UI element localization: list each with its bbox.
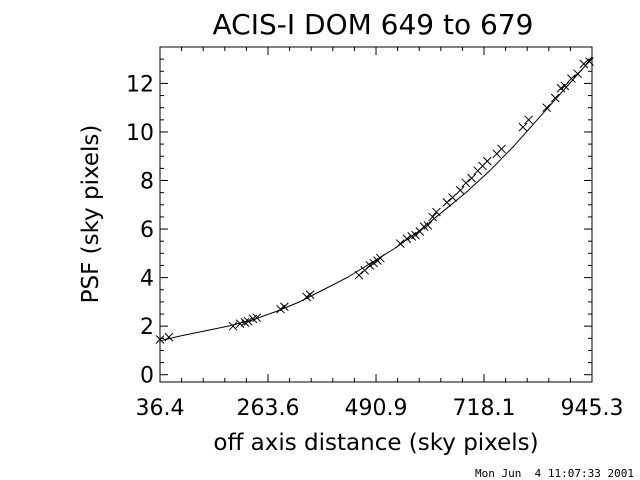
y-axis-title: PSF (sky pixels) xyxy=(78,125,104,304)
y-tick-label: 0 xyxy=(140,364,154,389)
data-point xyxy=(240,318,250,327)
data-point xyxy=(542,103,552,113)
data-point xyxy=(467,173,476,183)
x-tick-label: 718.1 xyxy=(453,396,516,421)
data-point xyxy=(155,335,165,344)
data-point xyxy=(428,212,437,222)
data-point xyxy=(164,332,174,342)
data-point xyxy=(279,302,289,312)
data-point xyxy=(442,198,452,207)
x-axis-title: off axis distance (sky pixels) xyxy=(213,430,538,456)
data-point xyxy=(573,69,582,79)
y-tick-label: 4 xyxy=(140,267,154,292)
plot-frame xyxy=(159,46,593,383)
data-points-layer xyxy=(155,57,594,344)
data-point xyxy=(375,253,385,263)
data-point xyxy=(305,290,315,299)
y-axis: 0 2 4 6 8 10 12 xyxy=(126,46,592,389)
data-point xyxy=(560,81,570,91)
data-point xyxy=(365,261,375,270)
data-point xyxy=(461,178,471,188)
data-point xyxy=(228,321,238,331)
y-tick-label: 12 xyxy=(126,72,154,97)
data-point xyxy=(395,239,405,248)
y-tick-label: 6 xyxy=(140,218,154,243)
fit-curve-layer xyxy=(159,56,593,342)
data-point xyxy=(550,93,560,103)
data-point xyxy=(497,144,506,154)
chart-title: ACIS-I DOM 649 to 679 xyxy=(213,8,534,41)
x-tick-label: 490.9 xyxy=(345,396,408,421)
y-tick-label: 2 xyxy=(140,315,154,340)
data-point xyxy=(423,221,433,230)
data-point xyxy=(556,83,566,93)
data-point xyxy=(524,115,533,125)
data-point xyxy=(579,59,589,69)
x-tick-label: 263.6 xyxy=(236,396,299,421)
data-point xyxy=(432,207,441,217)
x-axis: 36.4 263.6 490.9 718.1 945.3 xyxy=(136,47,624,421)
fit-curve xyxy=(159,56,593,342)
data-point xyxy=(276,304,285,314)
y-tick-label: 8 xyxy=(140,170,154,195)
data-point xyxy=(243,316,253,326)
data-point xyxy=(354,270,364,280)
data-point xyxy=(252,313,262,323)
data-point xyxy=(585,57,594,66)
data-point xyxy=(402,234,412,244)
timestamp: Mon Jun 4 11:07:33 2001 xyxy=(475,467,634,480)
data-point xyxy=(482,156,492,166)
x-tick-label: 36.4 xyxy=(136,396,185,421)
x-tick-label: 945.3 xyxy=(561,396,624,421)
data-point xyxy=(518,122,528,132)
data-point xyxy=(455,185,465,195)
data-point xyxy=(448,193,457,202)
y-tick-label: 10 xyxy=(126,121,154,146)
data-point xyxy=(567,74,576,83)
data-point xyxy=(369,258,379,268)
